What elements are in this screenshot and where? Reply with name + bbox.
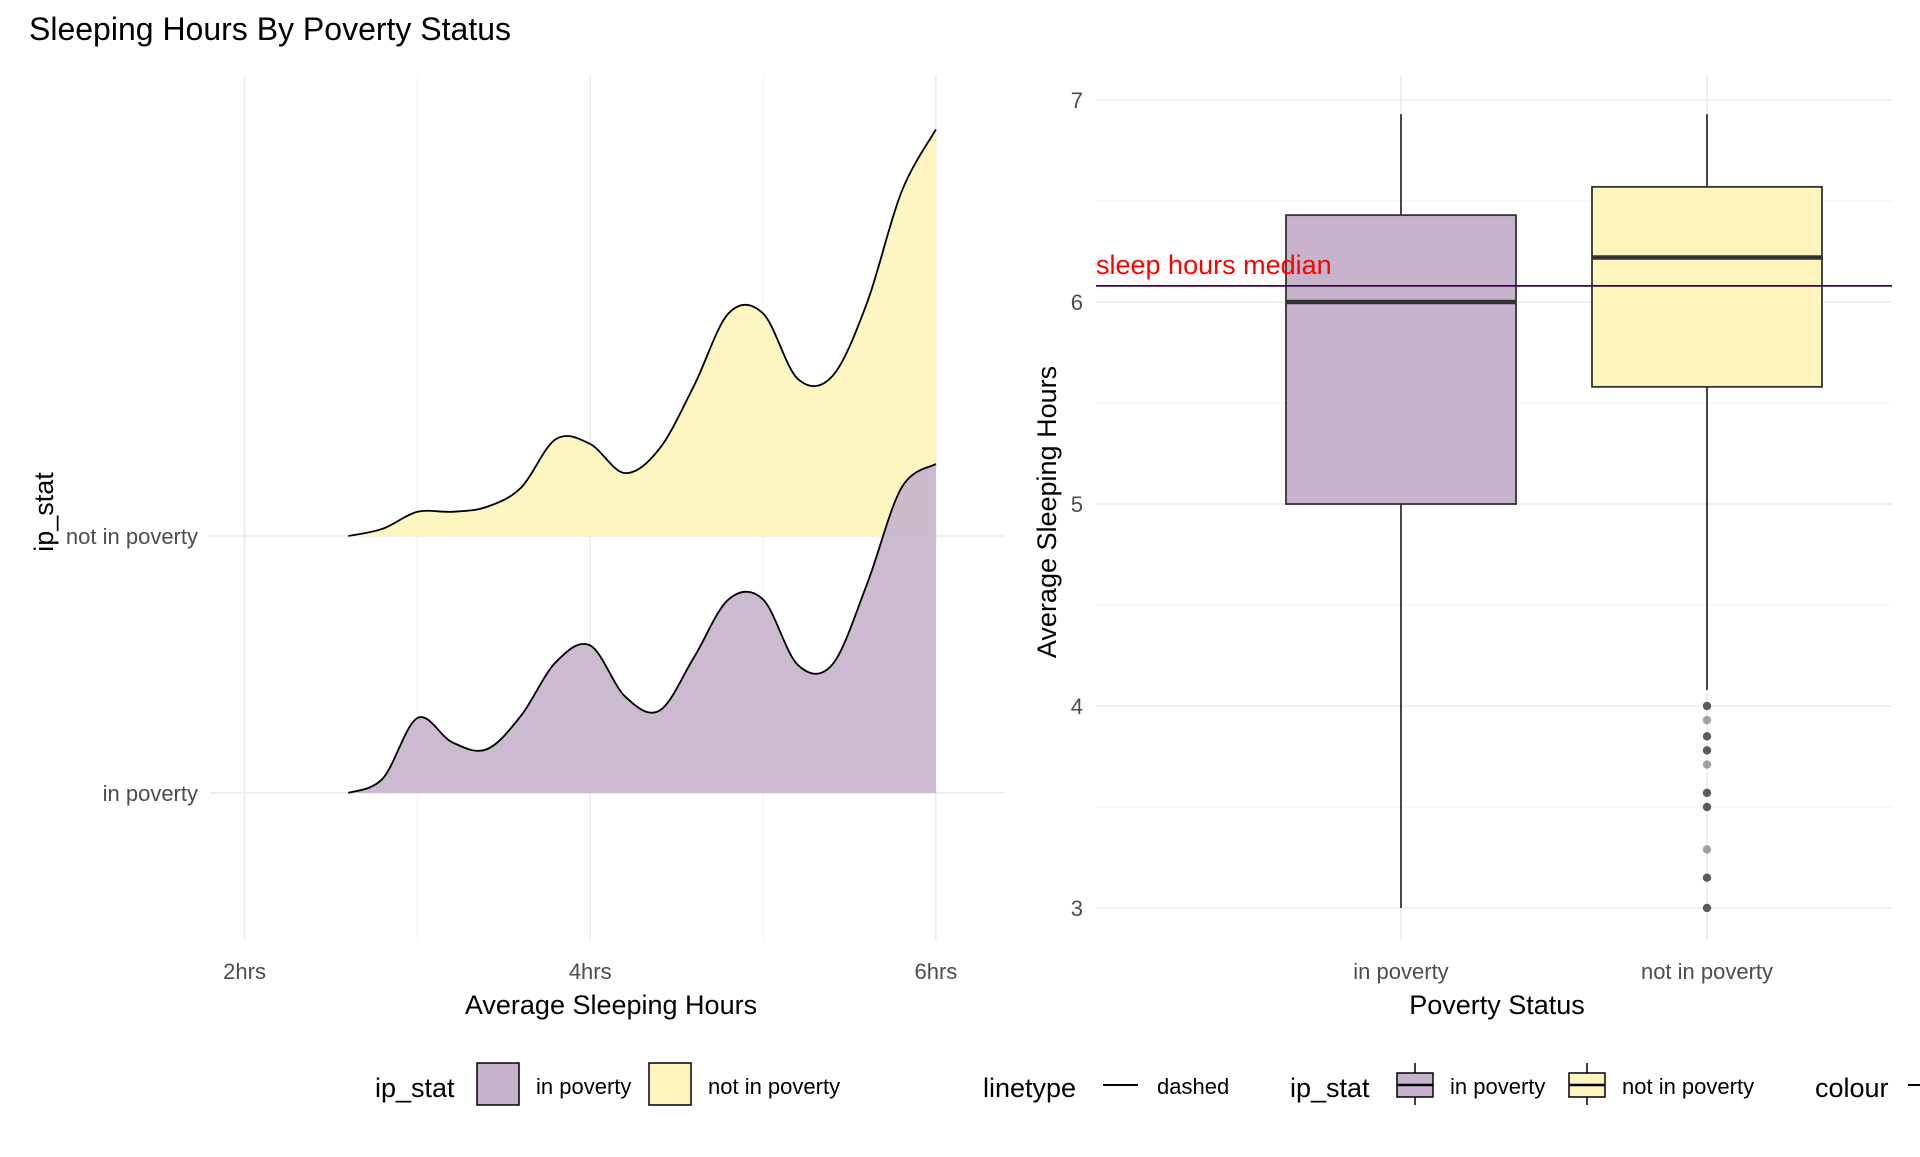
boxplot-x-tick-not-in-poverty: not in poverty (1641, 959, 1773, 984)
outlier-not-in-poverty (1702, 873, 1712, 882)
ridgeline-y-tick-in-poverty: in poverty (103, 781, 198, 806)
ridgeline-x-tick-4hrs: 4hrs (569, 959, 612, 984)
ridgeline-legend: ip_stat in poverty not in poverty (375, 1062, 840, 1106)
fill-legend-label-in-poverty: in poverty (1450, 1074, 1545, 1099)
outlier-not-in-poverty (1702, 845, 1712, 854)
median-annotation: sleep hours median (1096, 250, 1332, 280)
ridgeline-x-ticks: 2hrs 4hrs 6hrs (223, 959, 957, 984)
fill-legend-label-not-in-poverty: not in poverty (1622, 1074, 1754, 1099)
boxplot-y-tick-4: 4 (1071, 694, 1083, 719)
boxplot-y-tick-6: 6 (1071, 290, 1083, 315)
linetype-legend-label: dashed (1157, 1074, 1229, 1099)
boxplot-y-tick-3: 3 (1071, 896, 1083, 921)
fill-legend-key-not-in-poverty (1568, 1063, 1606, 1105)
ridgeline-x-tick-2hrs: 2hrs (223, 959, 266, 984)
fill-legend-title: ip_stat (1290, 1073, 1370, 1103)
outlier-not-in-poverty (1702, 802, 1712, 812)
boxplot-y-axis-title: Average Sleeping Hours (1032, 366, 1062, 658)
ridge-area-in-poverty (348, 463, 936, 793)
ridgeline-y-axis-title: ip_stat (29, 472, 59, 552)
colour-legend-title: colour (1815, 1073, 1889, 1103)
boxplot-x-axis-title: Poverty Status (1409, 990, 1585, 1020)
outlier-not-in-poverty (1702, 746, 1712, 755)
boxplot-legend: linetype dashed ip_stat in poverty not i… (983, 1063, 1920, 1105)
legend-label-in-poverty: in poverty (536, 1074, 631, 1099)
ridge-line-in-poverty (347, 463, 937, 794)
boxplot-y-ticks: 3 4 5 6 7 (1071, 88, 1083, 921)
ridgeline-x-tick-6hrs: 6hrs (914, 959, 957, 984)
outlier-not-in-poverty (1702, 788, 1712, 798)
linetype-legend-title: linetype (983, 1073, 1076, 1103)
ridgeline-legend-title: ip_stat (375, 1073, 455, 1103)
ridgeline-y-tick-not-in-poverty: not in poverty (66, 524, 198, 549)
boxplot-y-tick-5: 5 (1071, 492, 1083, 517)
box-not-in-poverty (1591, 185, 1823, 388)
outlier-not-in-poverty (1702, 732, 1712, 741)
figure-title: Sleeping Hours By Poverty Status (29, 11, 511, 47)
boxplot-x-tick-in-poverty: in poverty (1353, 959, 1448, 984)
outlier-not-in-poverty (1702, 760, 1712, 769)
ridge-line-not-in-poverty (348, 128, 937, 537)
ridgeline-y-ticks: in poverty not in poverty (66, 524, 198, 806)
ridgeline-x-axis-title: Average Sleeping Hours (465, 990, 757, 1020)
legend-label-not-in-poverty: not in poverty (708, 1074, 840, 1099)
outlier-not-in-poverty (1702, 715, 1712, 725)
boxplot-x-ticks: in poverty not in poverty (1353, 959, 1773, 984)
boxplot-chart: sleep hours median 3 4 5 6 7 in poverty not i… (1032, 75, 1892, 1020)
outlier-not-in-poverty (1702, 903, 1712, 913)
fill-legend-key-in-poverty (1396, 1063, 1434, 1105)
outlier-not-in-poverty (1702, 701, 1712, 711)
ridgeline-curves (347, 128, 937, 794)
legend-key-in-poverty (476, 1062, 520, 1106)
boxplot-boxes: sleep hours median (1096, 114, 1892, 913)
ridge-area-not-in-poverty (348, 129, 936, 536)
legend-key-not-in-poverty (648, 1062, 692, 1106)
boxplot-y-tick-7: 7 (1071, 88, 1083, 113)
box-in-poverty (1285, 214, 1517, 505)
ridgeline-chart: 2hrs 4hrs 6hrs in poverty not in poverty Av… (29, 75, 1005, 1020)
